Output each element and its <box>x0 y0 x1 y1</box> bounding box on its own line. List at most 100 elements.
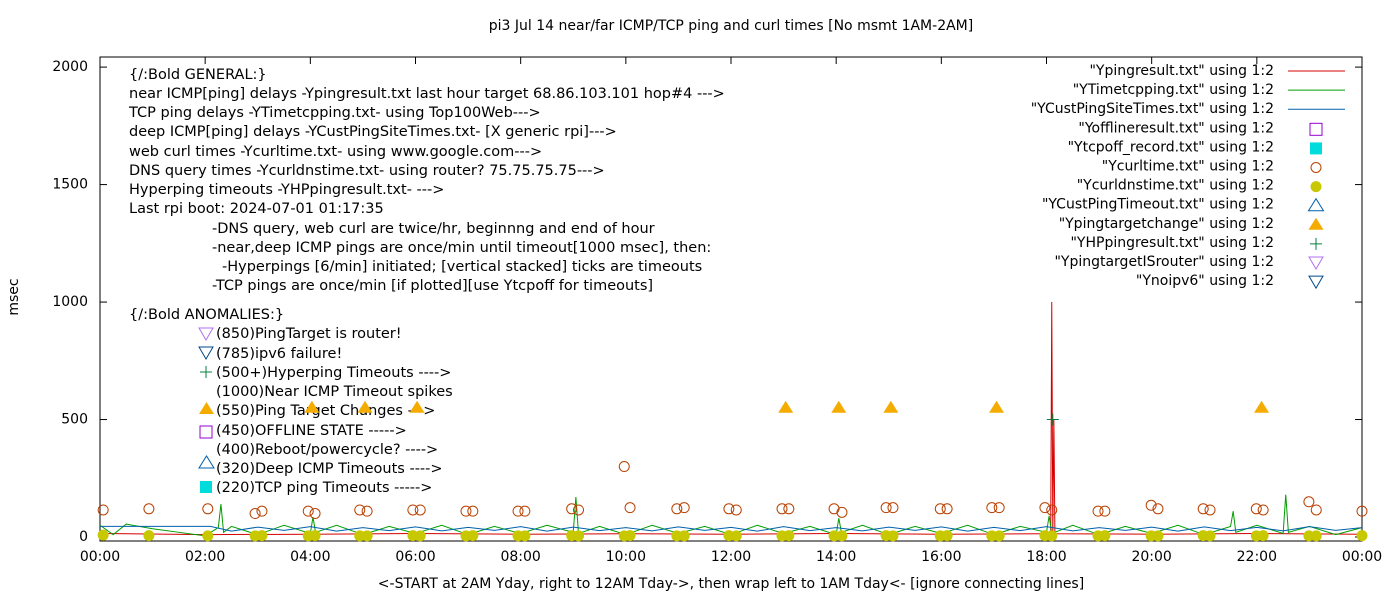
icon <box>200 481 212 493</box>
point <box>624 502 636 514</box>
legend-swatch <box>1308 256 1324 270</box>
point <box>97 529 109 541</box>
legend-swatch <box>1310 181 1322 193</box>
point <box>256 530 268 542</box>
point <box>836 506 848 518</box>
y-tick-label: 500 <box>61 412 88 428</box>
legend-label: "Ycurltime.txt" using 1:2 <box>1102 159 1274 175</box>
legend-swatch <box>1310 162 1322 173</box>
annotation: -near,deep ICMP pings are once/min until… <box>212 240 711 256</box>
y-tick-label: 0 <box>79 529 88 545</box>
annotation: -TCP pings are once/min [if plotted][use… <box>212 278 653 294</box>
point <box>1046 530 1058 542</box>
point <box>624 530 636 542</box>
x-tick-label: 10:00 <box>606 549 646 565</box>
point <box>1204 504 1216 516</box>
annotation: (320)Deep ICMP Timeouts ----> <box>216 461 443 477</box>
annotation: deep ICMP[ping] delays -YCustPingSiteTim… <box>129 124 617 140</box>
point <box>1356 530 1368 542</box>
point <box>1257 530 1269 542</box>
legend-swatch <box>1309 122 1323 136</box>
x-tick-label: 06:00 <box>395 549 435 565</box>
legend-label: "Yofflineresult.txt" using 1:2 <box>1078 120 1274 136</box>
icon <box>200 366 212 378</box>
y-tick-label: 1500 <box>52 177 88 193</box>
annotation: (450)OFFLINE STATE -----> <box>216 423 407 439</box>
point <box>566 503 578 515</box>
point <box>887 502 899 514</box>
point <box>671 503 683 515</box>
point <box>143 530 155 542</box>
x-tick-label: 14:00 <box>816 549 856 565</box>
point <box>357 400 373 413</box>
legend-swatch <box>1308 275 1324 290</box>
point <box>1197 503 1209 515</box>
point <box>519 505 531 517</box>
point <box>828 503 840 515</box>
point <box>730 530 742 542</box>
legend-label: "Ytcpoff_record.txt" using 1:2 <box>1068 139 1274 155</box>
point <box>1310 504 1322 516</box>
series-line <box>100 525 1363 532</box>
point <box>883 400 899 413</box>
point <box>1145 499 1157 511</box>
x-tick-label: 16:00 <box>921 549 961 565</box>
point <box>986 502 998 514</box>
point <box>941 530 953 542</box>
point <box>1039 502 1051 514</box>
point <box>1092 505 1104 517</box>
x-tick-label: 02:00 <box>185 549 225 565</box>
point <box>1310 530 1322 542</box>
point <box>573 530 585 542</box>
point <box>993 502 1005 514</box>
icon <box>199 402 214 414</box>
icon <box>199 425 213 439</box>
point <box>993 530 1005 542</box>
point <box>309 530 321 542</box>
point <box>1099 505 1111 517</box>
legend-swatch <box>1310 237 1322 250</box>
annotation: (850)PingTarget is router! <box>216 326 402 342</box>
x-tick-label: 08:00 <box>500 549 540 565</box>
point <box>989 400 1005 413</box>
x-tick-label: 18:00 <box>1026 549 1066 565</box>
point <box>202 530 214 542</box>
point <box>1250 503 1262 515</box>
annotation: (550)Ping Target Changes ---> <box>216 403 435 419</box>
point <box>97 504 109 516</box>
point <box>783 530 795 542</box>
x-tick-label: 20:00 <box>1131 549 1171 565</box>
icon <box>198 455 215 469</box>
point <box>573 504 585 516</box>
annotation: Hyperping timeouts -YHPpingresult.txt- -… <box>129 182 444 198</box>
x-tick-label: 22:00 <box>1237 549 1277 565</box>
annotation: Last rpi boot: 2024-07-01 01:17:35 <box>129 201 384 217</box>
point <box>1046 413 1059 426</box>
point <box>1099 530 1111 542</box>
point <box>414 530 426 542</box>
point <box>361 505 373 517</box>
point <box>1152 503 1164 515</box>
annotation: -Hyperpings [6/min] initiated; [vertical… <box>222 259 702 275</box>
legend-label: "YHPpingresult.txt" using 1:2 <box>1070 235 1274 251</box>
chart-title: pi3 Jul 14 near/far ICMP/TCP ping and cu… <box>489 18 973 34</box>
point <box>941 503 953 515</box>
y-tick-label: 1000 <box>52 294 88 310</box>
x-tick-label: 00:00 <box>80 549 120 565</box>
annotations: {/:Bold GENERAL:} near ICMP[ping] delays… <box>128 67 725 496</box>
point <box>723 503 735 515</box>
point <box>460 505 472 517</box>
annotation: (220)TCP ping Timeouts -----> <box>216 480 432 496</box>
point <box>783 503 795 515</box>
y-tick-label: 2000 <box>52 59 88 75</box>
point <box>202 503 214 515</box>
legend-label: "YpingtargetISrouter" using 1:2 <box>1054 254 1274 270</box>
point <box>1046 504 1058 516</box>
legend-label: "YCustPingTimeout.txt" using 1:2 <box>1042 197 1274 213</box>
point <box>409 400 425 413</box>
legend-label: "Ynoipv6" using 1:2 <box>1136 273 1274 289</box>
annotation: (500+)Hyperping Timeouts ----> <box>216 365 451 381</box>
point <box>828 530 840 542</box>
